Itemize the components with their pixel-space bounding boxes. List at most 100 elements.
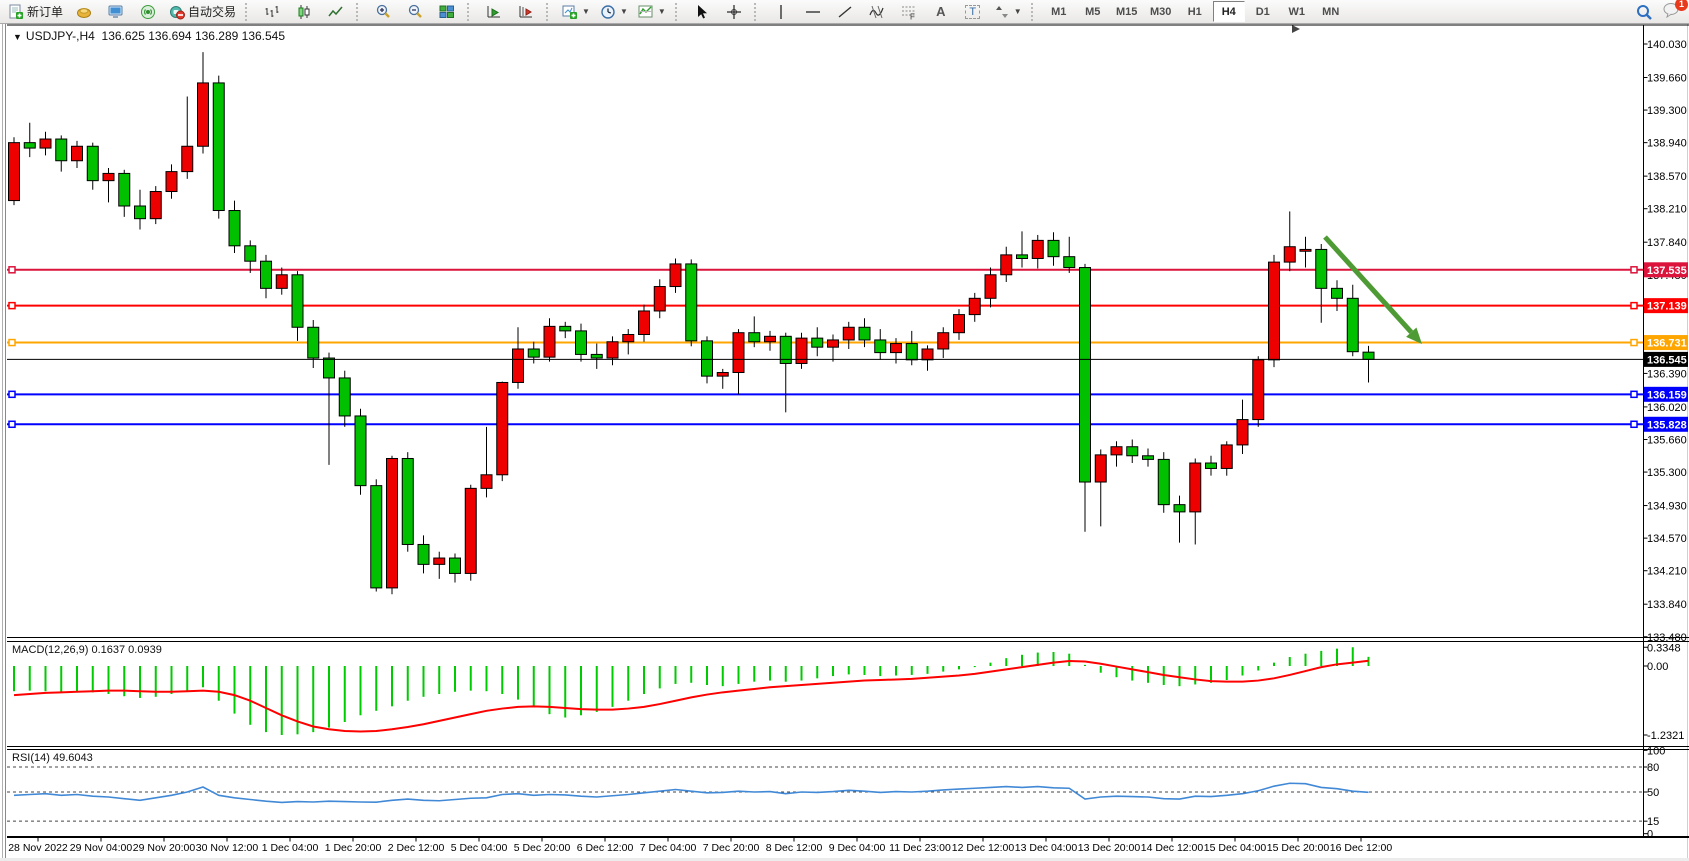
- candle-bullish: [197, 82, 209, 147]
- candle-bearish: [905, 343, 918, 361]
- candle-bearish: [685, 263, 698, 342]
- period-button[interactable]: ▼: [596, 1, 632, 23]
- timeframe-h4[interactable]: H4: [1212, 1, 1245, 22]
- indicators-button[interactable]: ▼: [634, 1, 670, 23]
- arrows-button[interactable]: ▼: [990, 1, 1026, 23]
- line-handle: [8, 390, 16, 399]
- text-icon: A: [936, 4, 946, 19]
- candle-bearish: [55, 138, 68, 162]
- candle-bullish: [953, 314, 965, 334]
- timeframe-mn[interactable]: MN: [1322, 5, 1340, 18]
- trendline-button[interactable]: [830, 1, 860, 23]
- candle-bullish: [716, 372, 729, 377]
- crosshair-button[interactable]: [719, 1, 749, 23]
- candle-bullish: [464, 487, 477, 574]
- chart-title: ▼ USDJPY-,H4 136.625 136.694 136.289 136.…: [13, 29, 285, 43]
- horizontal-line-icon: [805, 10, 820, 13]
- chart-shift-button[interactable]: [511, 1, 541, 23]
- candle-bullish: [71, 145, 83, 162]
- svg-text:11 Dec 23:00: 11 Dec 23:00: [889, 842, 951, 854]
- timeframe-m1[interactable]: M1: [1051, 5, 1067, 18]
- vertical-line-button[interactable]: [766, 1, 796, 23]
- svg-text:50: 50: [1647, 787, 1659, 799]
- candle-bullish: [149, 191, 162, 220]
- chart-shift-marker: [1292, 25, 1300, 33]
- bar-chart-button[interactable]: [257, 1, 287, 23]
- trend-arrow[interactable]: [1323, 235, 1414, 334]
- svg-text:134.930: 134.930: [1647, 501, 1687, 513]
- svg-text:15 Dec 20:00: 15 Dec 20:00: [1267, 842, 1330, 854]
- candle-bullish: [1031, 239, 1044, 259]
- candle-bullish: [1110, 446, 1123, 456]
- candlestick-button[interactable]: [289, 1, 319, 23]
- toolbar-separator: [1030, 2, 1038, 21]
- auto-scroll-button[interactable]: [479, 1, 509, 23]
- line-handle: [8, 301, 16, 310]
- candle-bearish: [1142, 455, 1154, 460]
- candle-bearish: [590, 353, 603, 359]
- timeframe-h1[interactable]: H1: [1187, 5, 1202, 18]
- timeframe-m30[interactable]: M30: [1150, 5, 1172, 18]
- current-price-badge: [1644, 351, 1688, 367]
- candle-bullish: [669, 263, 682, 288]
- crosshair-icon: [726, 4, 741, 19]
- chat-icon: [1663, 2, 1679, 18]
- svg-text:134.210: 134.210: [1647, 566, 1687, 578]
- search-icon[interactable]: [1636, 4, 1653, 21]
- tile-windows-button[interactable]: [432, 1, 462, 23]
- timeframe-m5[interactable]: M5: [1085, 5, 1101, 18]
- candle-bullish: [1268, 261, 1280, 361]
- text-button[interactable]: A: [926, 1, 956, 23]
- timeframe-m15[interactable]: M15: [1116, 5, 1138, 18]
- rsi-panel: 100 80 50 150: [7, 745, 1665, 841]
- candle-bearish: [1079, 267, 1091, 483]
- chevron-down-icon: ▼: [13, 32, 22, 42]
- horizontal-line-button[interactable]: [798, 1, 828, 23]
- cycle-lines-button[interactable]: [862, 1, 892, 23]
- market-watch-button[interactable]: [101, 1, 131, 23]
- candle-bullish: [165, 171, 178, 193]
- line-chart-button[interactable]: [321, 1, 351, 23]
- zoom-in-button[interactable]: [368, 1, 398, 23]
- price-chart-canvas[interactable]: 140.030 139.660 139.300 138.940 138.570 138.2…: [0, 24, 1689, 861]
- auto-trading-button[interactable]: 自动交易: [165, 1, 240, 23]
- auto-trading-icon: [170, 5, 186, 19]
- svg-text:6 Dec 12:00: 6 Dec 12:00: [577, 842, 634, 854]
- chart-background: [0, 24, 1689, 861]
- chat-button[interactable]: 1: [1663, 0, 1688, 23]
- candle-bullish: [606, 341, 619, 359]
- candle-bearish: [1331, 287, 1343, 299]
- candle-bearish: [811, 337, 824, 348]
- cursor-button[interactable]: [687, 1, 717, 23]
- new-order-icon: [9, 4, 23, 19]
- toolbar-right-group: 1: [1636, 0, 1688, 24]
- line-handle: [1630, 301, 1638, 310]
- vertical-line-icon: [780, 4, 782, 19]
- signals-button[interactable]: [133, 1, 163, 23]
- new-chart-button[interactable]: ▼: [558, 1, 594, 23]
- candlestick-icon: [298, 4, 310, 19]
- chart-shift-icon: [519, 5, 533, 17]
- candle-bearish: [134, 205, 146, 220]
- candle-bullish: [1000, 254, 1013, 276]
- svg-text:138.940: 138.940: [1647, 138, 1687, 150]
- timeframe-d1[interactable]: D1: [1255, 5, 1270, 18]
- candle-bearish: [701, 340, 713, 377]
- new-order-button[interactable]: 新订单: [4, 1, 67, 23]
- candle-bearish: [1346, 297, 1359, 353]
- svg-text:138.570: 138.570: [1647, 171, 1687, 183]
- panel-borders: [7, 24, 1689, 838]
- candle-bearish: [23, 142, 36, 149]
- gold-button[interactable]: [69, 1, 99, 23]
- toolbar-separator: [356, 2, 363, 21]
- candle-bearish: [1362, 351, 1375, 360]
- fibonacci-button[interactable]: F: [894, 1, 924, 23]
- svg-text:133.840: 133.840: [1647, 599, 1687, 611]
- timeframe-w1[interactable]: W1: [1288, 5, 1305, 18]
- candle-bullish: [1220, 444, 1233, 469]
- fibonacci-icon: F: [901, 6, 916, 20]
- svg-text:136.390: 136.390: [1647, 368, 1687, 380]
- zoom-out-button[interactable]: [400, 1, 430, 23]
- candle-bearish: [118, 172, 131, 207]
- text-label-button[interactable]: T: [958, 1, 988, 23]
